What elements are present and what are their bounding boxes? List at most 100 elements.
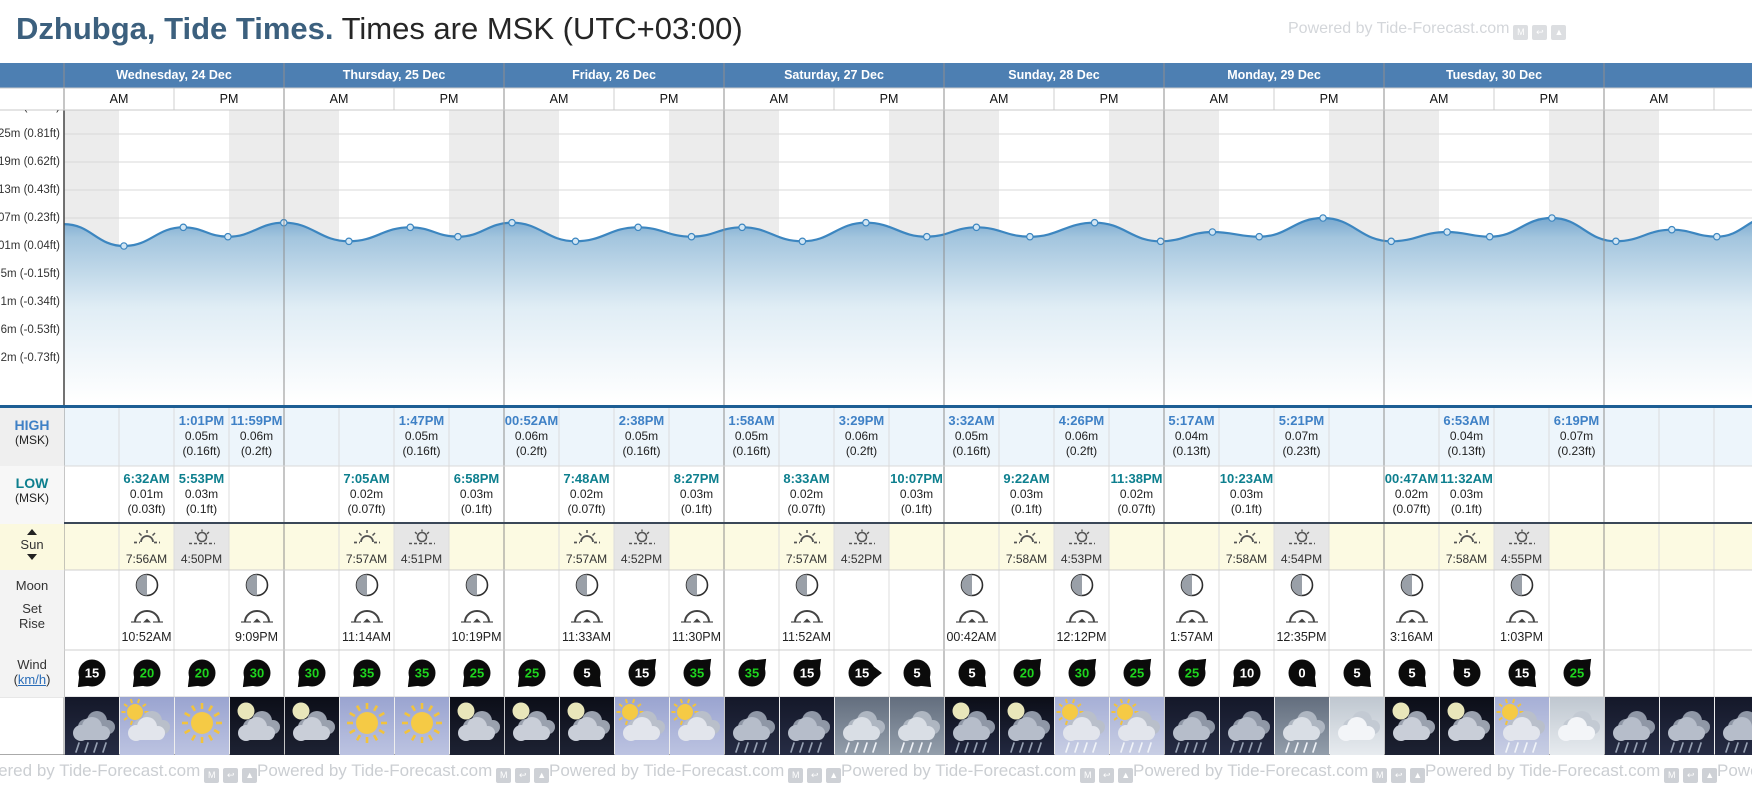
pm-label: PM [879,92,899,106]
weather-icon-cloudy-night [229,697,284,755]
low-tide-height-ft: (0.1ft) [460,502,493,517]
low-tide-time: 11:38PM [1110,471,1163,486]
sunset-cell-bg [1054,524,1109,570]
sunrise-time: 7:57AM [785,552,828,566]
moon-cell: 1:57AM [1160,572,1224,644]
weather-cell [559,697,614,760]
weather-cell [339,697,394,760]
high-tide-height-m: 0.06m [844,429,879,444]
low-tide-time: 9:22AM [1003,471,1050,486]
moon-phase-icon [245,573,268,597]
moon-riseset-icon [1395,610,1428,623]
watermark-text: Powered by Tide-Forecast.com [1133,761,1369,780]
day-header: Sunday, 28 Dec [1008,68,1100,82]
low-tide-height-ft: (0.03ft) [127,502,166,517]
watermark-icon: ↩ [1391,768,1407,783]
weather-icon-cloudy-night [1384,697,1439,755]
moon-cell: 12:12PM [1050,572,1114,644]
high-tide-time: 1:47PM [398,413,445,428]
wind-cell: 20 [1003,650,1051,701]
wind-arrow-icon: 25 [1563,658,1591,687]
high-tide-height-m: 0.06m [239,429,274,444]
watermark-icon: ↩ [515,768,531,783]
weather-icon-cloudy-night [449,697,504,755]
low-tide-height-ft: (0.1ft) [1450,502,1483,517]
low-tide-time: 7:05AM [343,471,390,486]
moon-phase-icon [685,573,708,597]
wind-speed-value: 20 [139,666,153,681]
watermark-text: Powered by Tide-Forecast.com [257,761,493,780]
sunset-cell-bg [614,524,669,570]
weather-icon-rain-night [724,697,779,755]
wind-arrow-icon: 5 [573,659,601,688]
tide-point-marker [508,218,516,227]
wind-arrow-icon: 25 [517,659,545,688]
sunset-arrow-icon [27,554,37,560]
weather-icon-rain-gray-day [834,697,889,755]
sunrise-icon [1233,530,1260,544]
wind-arrow-icon: 5 [1398,659,1426,688]
weather-cell [504,697,559,760]
pm-label: PM [659,92,679,106]
moon-phase-icon [1290,573,1313,597]
low-tide-time: 10:23AM [1219,471,1274,486]
weather-icon-rain-night [64,697,119,755]
high-tide-time: 00:52AM [504,413,559,428]
low-tide-cell: 8:33AM 0.02m (0.07ft) [779,471,834,517]
sunset-icon [1508,529,1535,545]
sunrise-cell: 7:58AM [1439,524,1494,570]
high-tide-cell: 1:01PM 0.05m (0.16ft) [174,413,229,459]
watermark-icon: M [204,768,220,783]
low-tide-height-ft: (0.07ft) [1392,502,1431,517]
wind-unit-link[interactable]: km/h [17,672,47,687]
wind-speed-value: 35 [744,666,758,681]
moon-row-label-cell: Moon Set Rise [0,570,64,650]
high-row-bg [0,408,1752,466]
low-tide-height-m: 0.02m [1394,487,1429,502]
low-tide-time: 8:33AM [783,471,830,486]
high-tide-time: 1:58AM [728,413,775,428]
low-tide-height-m: 0.03m [1229,487,1264,502]
weather-cell [1329,697,1384,760]
sunset-cell-bg [394,524,449,570]
weather-icon-rain-gray-day [1274,697,1329,755]
watermark-top: Powered by Tide-Forecast.com M ↩ ▲ [1288,20,1567,40]
wind-cell: 5 [893,650,941,701]
moon-phase-icon [575,573,598,597]
sunrise-icon [133,530,160,544]
wind-speed-value: 10 [1239,666,1253,681]
wind-speed-value: 35 [359,666,373,681]
moon-time: 10:52AM [121,630,172,644]
wind-speed-value: 25 [524,666,538,681]
weather-cell [394,697,449,760]
tide-point-marker [922,232,931,241]
wind-speed-value: 20 [194,666,208,681]
tide-point-marker [738,223,746,232]
wind-cell: 0 [1278,650,1326,701]
wind-speed-value: 0 [1298,666,1305,681]
low-tide-time: 6:58PM [453,471,500,486]
high-tide-time: 6:19PM [1553,413,1600,428]
moon-riseset-icon [1065,610,1098,623]
low-tide-time: 10:07PM [890,471,943,486]
weather-icon-partly-rain-day [1054,697,1109,755]
sunset-cell: 4:50PM [174,524,229,570]
high-tide-height-ft: (0.16ft) [402,444,441,459]
sunrise-time: 7:57AM [565,552,608,566]
moon-phase-icon [355,573,378,597]
watermark-icon: ▲ [1410,768,1426,783]
high-tide-height-m: 0.05m [734,429,769,444]
sun-label: Sun [20,537,44,552]
wind-cell: 25 [1113,650,1161,701]
sunset-time: 4:54PM [1280,552,1323,566]
high-tide-cell: 5:21PM 0.07m (0.23ft) [1274,413,1329,459]
wind-speed-value: 5 [968,666,975,681]
watermark-icon: M [1080,768,1096,783]
wind-cell: 5 [1388,650,1436,701]
wind-cell: 30 [233,650,281,701]
y-axis-tick-label: 0.31m (1.01ft) [0,110,60,115]
